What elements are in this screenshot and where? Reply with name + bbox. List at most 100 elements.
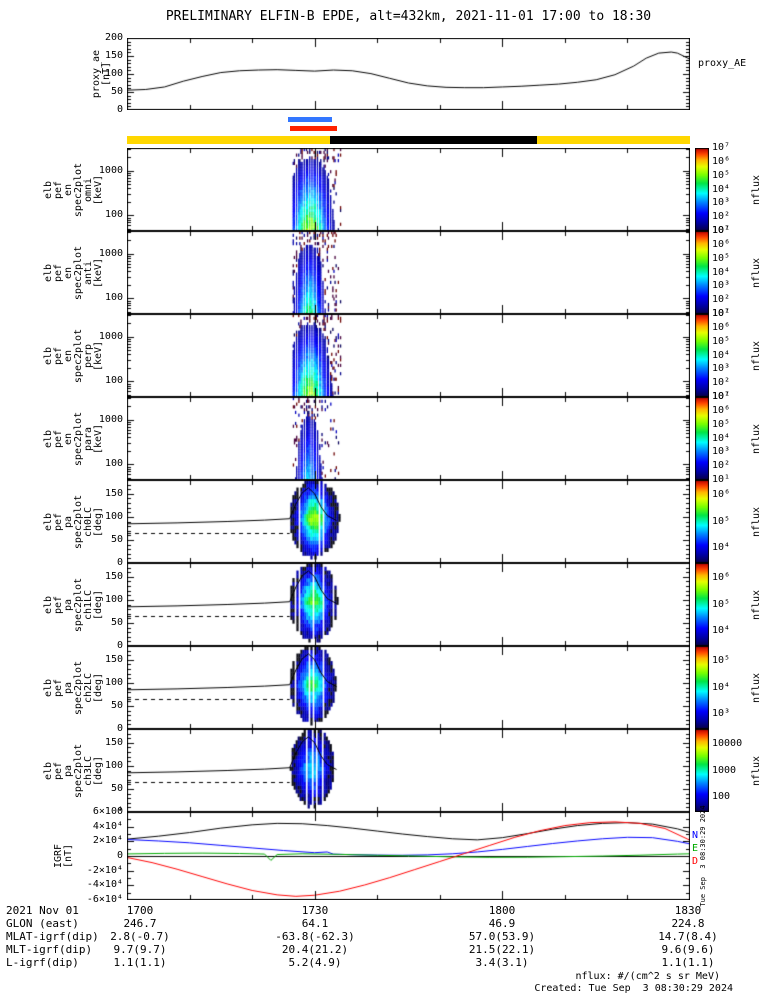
colorbar-tick-en_para-5: 10² [712, 460, 731, 472]
colorbar-tick-en_omni-0: 10⁷ [712, 142, 731, 153]
ytick-label-igrf-3: 0 [116, 850, 123, 861]
colorbar-tick-en_para-4: 10³ [712, 446, 731, 458]
panel-igrf-plot [127, 812, 690, 900]
bottom-row-4-val-2: 3.4(3.1) [475, 956, 529, 969]
bottom-row-0-val-2: 1800 [488, 904, 516, 917]
colorbar-tick-en_para-6: 10¹ [712, 474, 731, 485]
colorbar-tick-pa_ch1lc-0: 10⁶ [712, 571, 731, 583]
ytick-label-proxy_ae-4: 200 [104, 32, 123, 43]
colorbar-label-en_anti-text: nflux [751, 257, 762, 288]
colorbar-tick-en_para-3: 10⁴ [712, 432, 731, 444]
igrf-component-label-D: D [692, 856, 699, 867]
ytick-label-pa_ch0lc-2: 100 [104, 510, 123, 522]
colorbar-tick-en_anti-6: 10¹ [712, 308, 731, 319]
bottom-row-4-val-0: 1.1(1.1) [113, 956, 167, 969]
bottom-row-3-val-2: 21.5(22.1) [468, 943, 536, 956]
colorbar-tick-en_para-0: 10⁷ [712, 391, 731, 402]
ytick-label-igrf-4: 2×10⁴ [92, 835, 123, 847]
ytick-label-en_omni-0: 100 [104, 209, 123, 221]
figure-title: PRELIMINARY ELFIN-B EPDE, alt=432km, 202… [165, 9, 652, 24]
ytick-label-igrf-5: 4×10⁴ [92, 820, 123, 832]
ytick-label-pa_ch1lc-0: 0 [116, 640, 123, 651]
panel-pa_ch3lc-plot [127, 729, 690, 812]
bottom-row-1-val-1: 64.1 [301, 917, 329, 930]
colorbar-label-en_omni-text: nflux [751, 174, 762, 205]
colorbar-tick-en_perp-0: 10⁷ [712, 308, 731, 319]
colorbar-en_para [695, 397, 709, 480]
ytick-label-pa_ch3lc-2: 100 [104, 759, 123, 771]
colorbar-en_omni [695, 148, 709, 231]
ytick-label-pa_ch3lc-1: 50 [110, 782, 123, 794]
ytick-label-igrf-1: -4×10⁴ [86, 879, 123, 891]
ytick-label-proxy_ae-0: 0 [116, 104, 123, 115]
colorbar-label-pa_ch2lc-text: nflux [751, 672, 762, 703]
colorbar-tick-en_perp-6: 10¹ [712, 391, 731, 402]
colorbar-tick-pa_ch1lc-2: 10⁴ [712, 625, 731, 637]
colorbar-tick-en_perp-3: 10⁴ [712, 349, 731, 361]
bottom-row-label-3: MLT-igrf(dip) [6, 943, 93, 956]
ytick-label-proxy_ae-1: 50 [110, 86, 123, 97]
igrf-component-label-E: E [692, 843, 699, 854]
status-bar-blue [288, 117, 333, 122]
bottom-row-label-0: 2021 Nov 01 [6, 904, 79, 917]
ytick-label-igrf-2: -2×10⁴ [86, 864, 123, 876]
ytick-label-en_omni-1: 1000 [98, 164, 123, 176]
status-bar-black [330, 136, 537, 144]
colorbar-tick-en_omni-3: 10⁴ [712, 183, 731, 195]
ytick-label-en_anti-1: 1000 [98, 247, 123, 259]
colorbar-pa_ch3lc [695, 729, 709, 812]
colorbar-tick-pa_ch2lc-0: 10⁵ [712, 654, 731, 666]
colorbar-label-en_perp-text: nflux [751, 340, 762, 371]
ylabel-igrf-text: IGRF [nT] [53, 843, 74, 869]
ytick-label-pa_ch2lc-2: 100 [104, 676, 123, 688]
colorbar-tick-pa_ch0lc-0: 10⁶ [712, 488, 731, 500]
bottom-row-0-val-3: 1830 [674, 904, 702, 917]
panel-pa_ch0lc-plot [127, 480, 690, 563]
panel-pa_ch1lc-plot [127, 563, 690, 646]
ytick-label-proxy_ae-2: 100 [104, 68, 123, 79]
ytick-label-pa_ch0lc-1: 50 [110, 533, 123, 545]
bottom-row-4-val-3: 1.1(1.1) [661, 956, 715, 969]
bottom-row-3-val-1: 20.4(21.2) [281, 943, 349, 956]
colorbar-tick-en_anti-3: 10⁴ [712, 266, 731, 278]
colorbar-en_anti [695, 231, 709, 314]
colorbar-tick-en_omni-5: 10² [712, 211, 731, 223]
colorbar-tick-en_perp-4: 10³ [712, 363, 731, 375]
colorbar-tick-en_omni-4: 10³ [712, 197, 731, 209]
status-bar-red [289, 126, 338, 131]
panel-en_omni-plot [127, 148, 690, 231]
bottom-row-label-1: GLON (east) [6, 917, 79, 930]
colorbar-tick-pa_ch2lc-1: 10⁴ [712, 681, 731, 693]
ytick-label-igrf-0: -6×10⁴ [86, 894, 123, 905]
colorbar-tick-en_omni-6: 10¹ [712, 225, 731, 236]
colorbar-tick-en_anti-5: 10² [712, 294, 731, 306]
footer-nflux-units: nflux: #/(cm^2 s sr MeV) [575, 971, 721, 982]
colorbar-tick-pa_ch1lc-1: 10⁵ [712, 598, 731, 610]
colorbar-tick-en_anti-1: 10⁶ [712, 238, 731, 250]
bottom-row-0-val-0: 1700 [126, 904, 154, 917]
colorbar-tick-en_anti-2: 10⁵ [712, 252, 731, 264]
ytick-label-pa_ch1lc-1: 50 [110, 616, 123, 628]
ytick-label-proxy_ae-3: 150 [104, 50, 123, 61]
bottom-row-2-val-3: 14.7(8.4) [658, 930, 718, 943]
colorbar-tick-en_omni-2: 10⁵ [712, 169, 731, 181]
ytick-label-en_anti-0: 100 [104, 292, 123, 304]
colorbar-tick-pa_ch0lc-2: 10⁴ [712, 542, 731, 554]
panel-proxy_ae-plot [127, 38, 690, 110]
colorbar-label-en_para-text: nflux [751, 423, 762, 454]
bottom-row-3-val-0: 9.7(9.7) [113, 943, 167, 956]
panel-en_anti-plot [127, 231, 690, 314]
side-timestamp-text: Tue Sep 3 08:30:29 2024 [698, 805, 707, 907]
colorbar-tick-en_para-2: 10⁵ [712, 418, 731, 430]
colorbar-pa_ch1lc [695, 563, 709, 646]
ytick-label-pa_ch1lc-2: 100 [104, 593, 123, 605]
ytick-label-pa_ch3lc-0: 0 [116, 806, 123, 817]
ytick-label-pa_ch2lc-0: 0 [116, 723, 123, 734]
ytick-label-en_perp-0: 100 [104, 375, 123, 387]
ytick-label-igrf-6: 6×10⁴ [92, 806, 123, 817]
colorbar-label-pa_ch3lc-text: nflux [751, 755, 762, 786]
colorbar-tick-en_perp-1: 10⁶ [712, 321, 731, 333]
colorbar-tick-pa_ch3lc-1: 1000 [712, 764, 737, 776]
ytick-label-en_para-1: 1000 [98, 413, 123, 425]
